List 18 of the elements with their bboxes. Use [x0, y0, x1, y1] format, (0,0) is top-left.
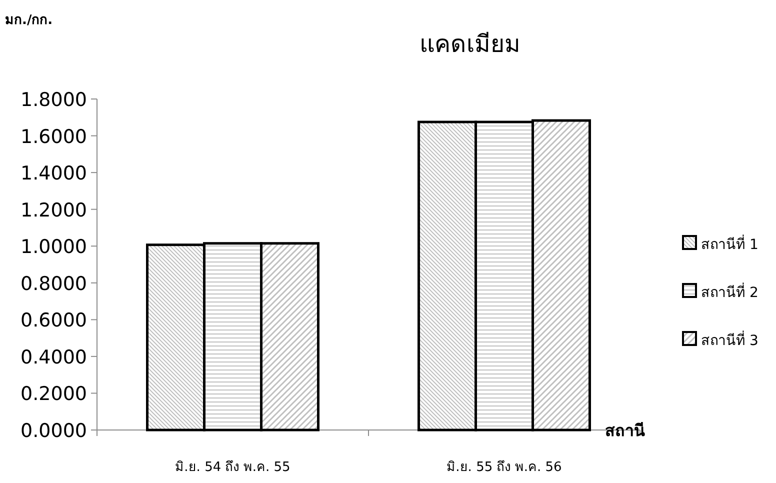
- y-tick-label: 0.6000: [20, 310, 87, 332]
- chart-title: แคดเมียม: [420, 30, 520, 58]
- x-tick-label: มิ.ย. 54 ถึง พ.ค. 55: [175, 460, 290, 475]
- y-tick-label: 1.6000: [20, 126, 87, 148]
- legend-label: สถานีที่ 2: [701, 283, 758, 301]
- y-tick-label: 0.0000: [20, 420, 87, 442]
- y-tick-label: 1.8000: [20, 89, 87, 111]
- x-tick-label: มิ.ย. 55 ถึง พ.ค. 56: [446, 460, 562, 475]
- y-tick-label: 0.2000: [20, 383, 87, 406]
- legend-label: สถานีที่ 1: [701, 235, 758, 253]
- y-tick-label: 1.4000: [20, 162, 87, 185]
- y-axis-title: มก./กก.: [5, 13, 53, 28]
- y-tick-label: 0.4000: [20, 346, 87, 368]
- y-tick-label: 1.0000: [20, 236, 87, 258]
- y-tick-label: 0.8000: [20, 272, 87, 295]
- y-tick-label: 1.2000: [20, 199, 87, 222]
- legend-label: สถานีที่ 3: [701, 331, 758, 349]
- x-axis-title: สถานี: [605, 421, 645, 440]
